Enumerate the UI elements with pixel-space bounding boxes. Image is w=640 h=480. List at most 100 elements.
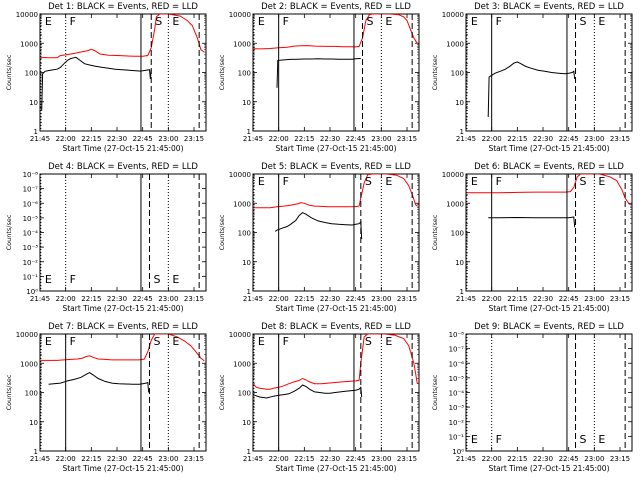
y-tick-label: 10 — [29, 419, 38, 427]
y-tick-label: 10 — [29, 99, 38, 107]
y-tick-label: 1000 — [446, 200, 464, 208]
y-tick-label: 10⁻² — [449, 419, 465, 427]
panel-title: Det 4: BLACK = Events, RED = LLD — [48, 162, 198, 172]
x-tick-label: 23:00 — [584, 455, 604, 463]
y-tick-label: 10⁻⁸ — [23, 171, 39, 179]
x-tick-label: 22:00 — [482, 455, 502, 463]
panel-det-9: Det 9: BLACK = Events, RED = LLD 10⁰ 10⁻¹ 1… — [431, 322, 633, 473]
x-tick-label: 22:45 — [559, 135, 579, 143]
x-tick-label: 22:30 — [533, 455, 553, 463]
marker-label: E — [258, 335, 265, 348]
x-axis-label: Start Time (27-Oct-15 21:45:00) — [488, 144, 609, 153]
plot-frame — [252, 173, 420, 292]
x-tick-label: 23:00 — [158, 295, 178, 303]
panel-title: Det 9: BLACK = Events, RED = LLD — [474, 322, 624, 332]
panel-title: Det 8: BLACK = Events, RED = LLD — [261, 322, 411, 332]
plot-frame — [39, 333, 207, 452]
x-tick-label: 22:45 — [559, 295, 579, 303]
x-tick-label: 23:00 — [371, 135, 391, 143]
marker-label: E — [45, 273, 52, 286]
x-tick-label: 21:45 — [243, 135, 263, 143]
y-tick-label: 1000 — [233, 360, 251, 368]
x-tick-label: 23:15 — [184, 455, 204, 463]
y-tick-label: 1 — [247, 448, 251, 456]
y-axis-label: Counts/sec — [5, 214, 13, 250]
y-tick-label: 10000 — [442, 11, 464, 19]
x-tick-label: 23:15 — [397, 455, 417, 463]
x-tick-label: 22:15 — [81, 295, 101, 303]
series-events-line — [488, 216, 576, 228]
y-tick-label: 10⁻³ — [449, 404, 465, 412]
marker-label: E — [258, 175, 265, 188]
x-tick-label: 22:15 — [294, 135, 314, 143]
marker-label: S — [367, 15, 374, 28]
y-tick-label: 100 — [451, 70, 464, 78]
series-events-line — [41, 56, 152, 111]
x-tick-label: 21:45 — [30, 295, 50, 303]
y-tick-label: 10000 — [229, 331, 251, 339]
x-tick-label: 22:30 — [107, 135, 127, 143]
y-tick-label: 100 — [25, 70, 38, 78]
marker-label: F — [496, 15, 502, 28]
y-tick-label: 10⁻⁴ — [23, 230, 39, 238]
panel-title: Det 7: BLACK = Events, RED = LLD — [48, 322, 198, 332]
series-events-line — [254, 384, 363, 399]
x-tick-label: 22:45 — [133, 455, 153, 463]
x-tick-label: 23:15 — [184, 135, 204, 143]
marker-label: F — [496, 175, 502, 188]
x-axis-label: Start Time (27-Oct-15 21:45:00) — [62, 304, 183, 313]
y-tick-label: 10 — [455, 259, 464, 267]
y-tick-label: 10⁻⁵ — [23, 215, 39, 223]
x-tick-label: 22:00 — [269, 135, 289, 143]
x-tick-label: 23:15 — [610, 135, 630, 143]
marker-label: F — [70, 335, 76, 348]
y-tick-label: 10000 — [16, 331, 38, 339]
y-tick-label: 100 — [238, 390, 251, 398]
panel-title: Det 6: BLACK = Events, RED = LLD — [474, 162, 624, 172]
y-axis-label: Counts/sec — [218, 214, 226, 250]
x-tick-label: 22:00 — [56, 295, 76, 303]
y-tick-label: 10⁻³ — [23, 244, 39, 252]
marker-label: S — [155, 15, 162, 28]
y-tick-label: 1000 — [446, 40, 464, 48]
marker-label: E — [45, 335, 52, 348]
x-tick-label: 22:30 — [107, 295, 127, 303]
x-tick-label: 22:30 — [533, 135, 553, 143]
series-events-line — [276, 58, 361, 88]
y-tick-label: 10⁻⁴ — [449, 390, 465, 398]
marker-label: E — [598, 433, 605, 446]
x-tick-label: 22:00 — [482, 295, 502, 303]
x-tick-label: 23:15 — [610, 295, 630, 303]
y-axis-label: Counts/sec — [431, 374, 439, 410]
series-events-line — [274, 212, 363, 240]
marker-label: S — [154, 335, 161, 348]
x-tick-label: 23:00 — [371, 295, 391, 303]
x-tick-label: 22:15 — [294, 295, 314, 303]
plot-frame — [465, 333, 633, 452]
panel-det-4: Det 4: BLACK = Events, RED = LLD 10⁰ 10⁻¹ 1… — [5, 162, 207, 313]
y-tick-label: 1 — [247, 288, 251, 296]
y-tick-label: 10⁻⁸ — [449, 331, 465, 339]
y-tick-label: 10000 — [442, 171, 464, 179]
y-tick-label: 10 — [242, 99, 251, 107]
x-tick-label: 21:45 — [456, 455, 476, 463]
y-axis-label: Counts/sec — [218, 374, 226, 410]
panel-title: Det 2: BLACK = Events, RED = LLD — [261, 2, 411, 12]
x-tick-label: 22:45 — [133, 135, 153, 143]
series-lld-line — [40, 14, 205, 59]
series-events-line — [487, 61, 576, 118]
y-tick-label: 10⁻² — [23, 259, 39, 267]
x-tick-label: 21:45 — [456, 135, 476, 143]
marker-label: F — [70, 273, 76, 286]
y-axis-label: Counts/sec — [5, 54, 13, 90]
marker-label: E — [598, 15, 605, 28]
y-tick-label: 1 — [247, 128, 251, 136]
x-tick-label: 22:45 — [346, 455, 366, 463]
y-tick-label: 10000 — [229, 171, 251, 179]
marker-label: S — [365, 175, 372, 188]
y-tick-label: 10⁻¹ — [23, 273, 39, 281]
marker-label: E — [471, 15, 478, 28]
x-tick-label: 22:00 — [56, 135, 76, 143]
panel-title: Det 3: BLACK = Events, RED = LLD — [474, 2, 624, 12]
y-tick-label: 1 — [34, 448, 38, 456]
